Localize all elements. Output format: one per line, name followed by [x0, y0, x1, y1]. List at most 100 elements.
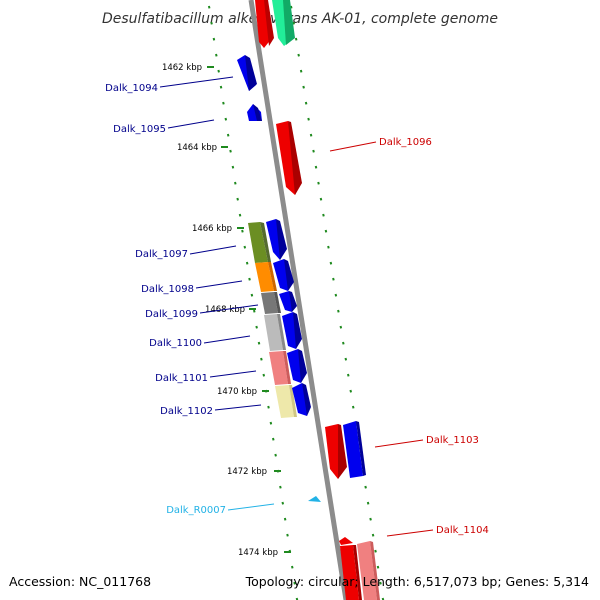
leader-dalk-1101	[209, 370, 257, 378]
minor-tick-outer	[292, 21, 295, 25]
rna-dalk-r0007[interactable]	[308, 496, 321, 502]
gene-label-dalk-1104[interactable]: Dalk_1104	[436, 525, 489, 536]
minor-tick-inner	[212, 37, 216, 41]
minor-tick-outer	[339, 325, 343, 329]
minor-tick-inner	[245, 261, 249, 265]
minor-tick-inner	[222, 101, 225, 105]
gene-dalk-1104-b[interactable]	[357, 541, 380, 600]
gene-dalk-1100-b[interactable]	[282, 312, 302, 349]
minor-tick-outer	[297, 53, 300, 57]
position-label-1472: 1472 kbp	[227, 467, 267, 477]
minor-tick-inner	[271, 437, 275, 441]
minor-tick-outer	[376, 565, 380, 569]
gene-dalk-1104-a[interactable]	[339, 537, 362, 600]
gene-dalk-1099[interactable]	[261, 292, 281, 314]
leader-dalk-1103	[374, 439, 424, 448]
accession-text: Accession: NC_011768	[9, 574, 151, 589]
gene-dalk-1094[interactable]	[237, 55, 257, 91]
minor-tick-outer	[302, 85, 305, 89]
leader-dalk-1095	[167, 119, 215, 129]
minor-tick-outer	[307, 117, 310, 121]
minor-tick-inner	[215, 53, 218, 57]
minor-tick-inner	[257, 341, 261, 345]
minor-tick-inner	[229, 149, 232, 153]
minor-tick-outer	[349, 389, 353, 393]
leader-dalk-1099	[199, 304, 259, 314]
gene-dalk-1100[interactable]	[264, 314, 286, 351]
minor-tick-outer	[317, 181, 320, 185]
gene-dalk-1103-a[interactable]	[325, 424, 347, 479]
minor-tick-outer	[342, 341, 345, 345]
gene-label-dalk-1094[interactable]: Dalk_1094	[105, 83, 158, 94]
gene-dalk-1098[interactable]	[255, 262, 277, 292]
minor-tick-inner	[250, 293, 254, 297]
outer-tick-track	[289, 5, 385, 600]
minor-tick-outer	[351, 405, 355, 409]
minor-tick-inner	[295, 597, 299, 600]
gene-label-dalk-r0007[interactable]: Dalk_R0007	[166, 505, 226, 516]
minor-tick-outer	[319, 197, 323, 201]
minor-tick-inner	[207, 5, 211, 9]
minor-tick-inner	[217, 69, 220, 73]
minor-tick-outer	[337, 309, 340, 313]
minor-tick-outer	[371, 533, 375, 537]
minor-tick-outer	[324, 229, 328, 233]
gene-dalk-1102-b[interactable]	[292, 383, 311, 416]
gene-top-partial-right	[272, 0, 295, 46]
gene-dalk-1098-b[interactable]	[273, 259, 294, 291]
gene-label-dalk-1099[interactable]: Dalk_1099	[145, 309, 198, 320]
gene-top-partial-left	[255, 0, 274, 48]
minor-tick-inner	[255, 325, 258, 329]
minor-tick-inner	[210, 21, 213, 25]
minor-tick-outer	[312, 149, 315, 153]
minor-tick-inner	[290, 565, 294, 569]
gene-label-dalk-1097[interactable]: Dalk_1097	[135, 249, 188, 260]
minor-tick-inner	[236, 197, 239, 201]
leader-dalk-1100	[203, 335, 251, 344]
minor-tick-inner	[279, 485, 282, 489]
gene-label-dalk-1102[interactable]: Dalk_1102	[160, 406, 213, 417]
minor-tick-outer	[294, 37, 298, 41]
genome-title: Desulfatibacillum alkenivorans AK-01, co…	[102, 11, 498, 27]
minor-tick-inner	[283, 517, 287, 521]
minor-tick-outer	[364, 485, 367, 489]
minor-tick-outer	[322, 213, 325, 217]
minor-tick-inner	[267, 405, 270, 409]
minor-tick-outer	[381, 597, 385, 600]
minor-tick-inner	[262, 373, 266, 377]
minor-tick-outer	[366, 501, 370, 505]
gene-label-dalk-1098[interactable]: Dalk_1098	[141, 284, 194, 295]
minor-tick-outer	[314, 165, 318, 169]
minor-tick-inner	[243, 245, 247, 249]
gene-dalk-1101[interactable]	[269, 351, 291, 385]
minor-tick-outer	[309, 133, 313, 137]
gene-dalk-1097-b[interactable]	[266, 219, 287, 260]
minor-tick-inner	[231, 165, 235, 169]
gene-dalk-1103-b[interactable]	[343, 421, 366, 478]
gene-dalk-1097[interactable]	[248, 222, 271, 263]
minor-tick-outer	[289, 5, 293, 9]
gene-dalk-1096[interactable]	[276, 121, 302, 195]
gene-label-dalk-1103[interactable]: Dalk_1103	[426, 435, 479, 446]
minor-tick-outer	[327, 245, 330, 249]
position-label-1462: 1462 kbp	[162, 63, 202, 73]
minor-tick-inner	[226, 133, 230, 137]
leader-dalk-1104	[386, 529, 434, 537]
minor-tick-outer	[344, 357, 348, 361]
minor-tick-outer	[369, 517, 372, 521]
gene-dalk-1099-b[interactable]	[279, 291, 297, 312]
gene-label-dalk-1095[interactable]: Dalk_1095	[113, 124, 166, 135]
gene-dalk-1102[interactable]	[275, 385, 297, 418]
leader-dalk-r0007	[227, 503, 275, 511]
gene-label-dalk-1096[interactable]: Dalk_1096	[379, 137, 432, 148]
leader-dalk-1098	[195, 280, 243, 289]
minor-tick-inner	[260, 357, 263, 361]
gene-label-dalk-1100[interactable]: Dalk_1100	[149, 338, 202, 349]
gene-dalk-1095[interactable]	[247, 104, 262, 121]
gene-dalk-1101-b[interactable]	[287, 349, 307, 383]
minor-tick-outer	[329, 261, 333, 265]
minor-tick-outer	[374, 549, 377, 553]
minor-tick-outer	[334, 293, 338, 297]
gene-label-dalk-1101[interactable]: Dalk_1101	[155, 373, 208, 384]
minor-tick-inner	[219, 85, 223, 89]
